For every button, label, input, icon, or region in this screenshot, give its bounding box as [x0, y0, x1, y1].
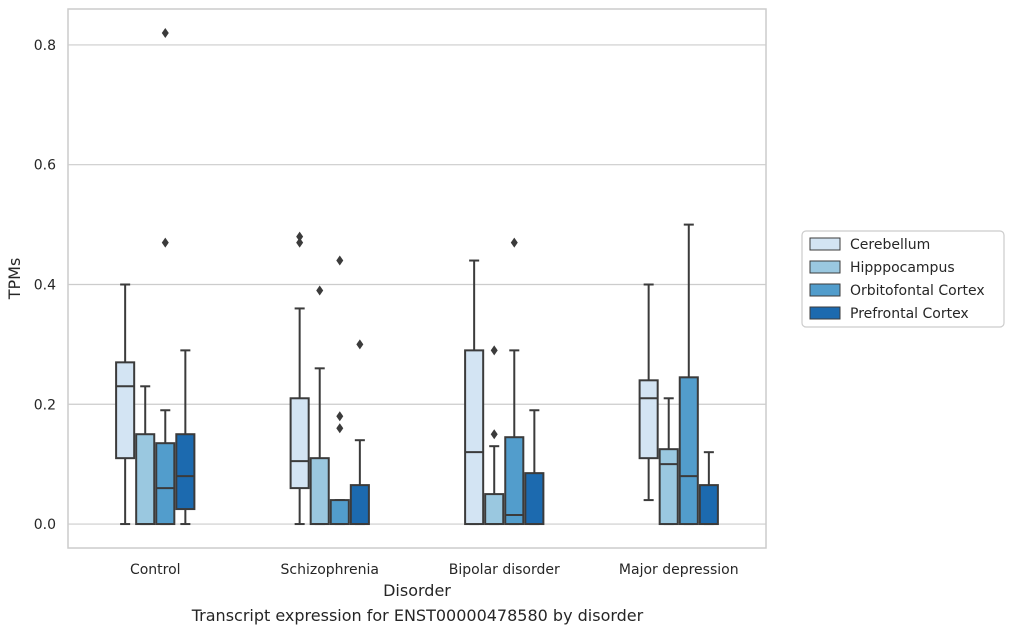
- outlier-point: [356, 339, 364, 350]
- box: [155, 442, 176, 526]
- box: [464, 349, 485, 526]
- legend-item: Cerebellum: [809, 237, 930, 253]
- box: [289, 397, 310, 490]
- box: [638, 379, 659, 460]
- x-tick-label: Control: [130, 562, 181, 578]
- legend-item: Hipppocampus: [809, 260, 955, 276]
- box-plot: [135, 385, 156, 526]
- box-plot: [349, 339, 370, 526]
- outlier-point: [510, 237, 518, 248]
- box-plot: [309, 285, 330, 526]
- box: [484, 493, 505, 526]
- box-plots: [115, 27, 719, 526]
- box: [175, 433, 196, 511]
- box-plot: [289, 231, 310, 526]
- legend-swatch: [809, 260, 841, 274]
- legend-label: Cerebellum: [850, 237, 930, 253]
- box: [698, 484, 719, 526]
- outlier-point: [336, 423, 344, 434]
- legend-swatch: [809, 237, 841, 251]
- legend-label: Prefrontal Cortex: [850, 306, 969, 322]
- legend: Cerebellum Hipppocampus Orbitofontal Corte…: [801, 230, 1005, 328]
- y-tick-labels: 0.0 0.2 0.4 0.6 0.8: [34, 38, 56, 533]
- x-axis-label: Disorder: [383, 581, 451, 600]
- outlier-point: [296, 237, 304, 248]
- box-plot: [484, 345, 505, 526]
- box: [115, 361, 136, 460]
- box: [309, 457, 330, 526]
- box: [658, 448, 679, 526]
- x-tick-labels: Control Schizophrenia Bipolar disorder Majo…: [130, 562, 739, 578]
- outlier-point: [161, 237, 169, 248]
- figure-caption: Transcript expression for ENST0000047858…: [191, 606, 644, 625]
- y-tick-label: 0.4: [34, 277, 56, 293]
- box-plot: [464, 259, 485, 526]
- box-plot: [155, 27, 176, 526]
- y-axis-label: TPMs: [5, 258, 24, 301]
- box: [504, 436, 525, 526]
- box-plot: [638, 283, 659, 502]
- box-plot: [658, 397, 679, 526]
- chart-svg: 0.0 0.2 0.4 0.6 0.8 Control Schizophrenia Bipo…: [5, 8, 1005, 600]
- outlier-point: [490, 345, 498, 356]
- outlier-point: [336, 411, 344, 422]
- legend-swatch: [809, 283, 841, 297]
- outlier-point: [336, 255, 344, 266]
- x-tick-label: Bipolar disorder: [449, 562, 560, 578]
- y-tick-label: 0.6: [34, 158, 56, 174]
- outlier-point: [296, 231, 304, 242]
- legend-frame: [801, 230, 1005, 328]
- box-plot: [698, 451, 719, 526]
- outlier-point: [316, 285, 324, 296]
- outlier-point: [161, 27, 169, 38]
- box: [678, 376, 699, 526]
- y-tick-label: 0.0: [34, 517, 56, 533]
- box-plot: [329, 255, 350, 526]
- box-plot: [115, 283, 136, 526]
- plot-area-frame: [67, 8, 767, 549]
- box: [329, 499, 350, 526]
- box-plot: [678, 223, 699, 526]
- box: [135, 433, 156, 526]
- box-plot: [504, 237, 525, 526]
- box-plot: [175, 349, 196, 526]
- y-tick-label: 0.8: [34, 38, 56, 54]
- legend-label: Hipppocampus: [850, 260, 955, 276]
- legend-item: Prefrontal Cortex: [809, 306, 969, 322]
- outlier-point: [490, 429, 498, 440]
- box: [524, 472, 545, 526]
- box: [349, 484, 370, 526]
- y-tick-label: 0.2: [34, 397, 56, 413]
- legend-label: Orbitofontal Cortex: [850, 283, 985, 299]
- legend-swatch: [809, 306, 841, 320]
- legend-item: Orbitofontal Cortex: [809, 283, 985, 299]
- x-tick-label: Major depression: [619, 562, 739, 578]
- x-tick-label: Schizophrenia: [281, 562, 379, 578]
- box-plot: [524, 409, 545, 526]
